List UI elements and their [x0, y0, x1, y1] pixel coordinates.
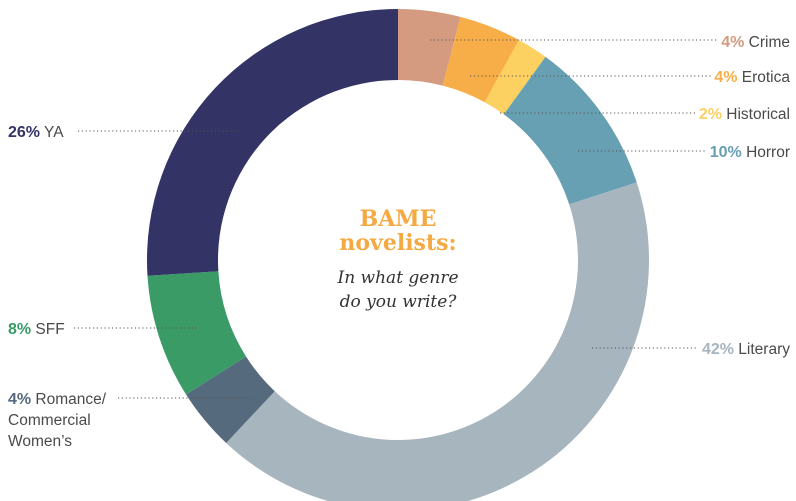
label-name: Commercial: [8, 412, 91, 429]
label-romance-commercial-women-s: 4% Romance/Commercial Women’s: [8, 391, 107, 450]
label-value: 2%: [699, 106, 722, 123]
label-name: Horror: [742, 144, 790, 161]
label-value: 26%: [8, 124, 40, 141]
label-name: YA: [40, 124, 64, 141]
slice-sff: [147, 271, 247, 395]
slice-horror: [503, 56, 637, 205]
label-name: Romance/: [31, 391, 107, 408]
label-ya: 26% YA: [8, 124, 64, 141]
label-value: 8%: [8, 321, 31, 338]
label-value: 42%: [702, 341, 734, 358]
label-name: SFF: [31, 321, 65, 338]
label-name: Historical: [722, 106, 790, 123]
label-historical: 2% Historical: [699, 106, 790, 123]
leader-lines-group: [74, 39, 718, 399]
label-name: Women’s: [8, 433, 72, 450]
label-name: Crime: [744, 34, 790, 51]
label-sff: 8% SFF: [8, 321, 65, 338]
slices-group: [147, 9, 649, 501]
center-subtitle-line-1: In what genre: [336, 268, 458, 288]
slice-crime: [398, 9, 461, 86]
center-title-line-2: novelists:: [339, 230, 456, 256]
slice-historical: [484, 40, 546, 115]
label-crime: 4% Crime: [721, 34, 790, 51]
center-text: BAME novelists: In what genre do you wri…: [336, 206, 458, 312]
label-value: 10%: [710, 144, 742, 161]
label-horror: 10% Horror: [710, 144, 790, 161]
center-subtitle-line-2: do you write?: [340, 292, 458, 312]
label-literary: 42% Literary: [702, 341, 790, 358]
label-name: Erotica: [737, 69, 790, 86]
center-title-line-1: BAME: [360, 206, 437, 232]
slice-romance-commercial-women-s: [186, 356, 275, 443]
slice-ya: [147, 9, 398, 276]
label-value: 4%: [714, 69, 737, 86]
slice-literary: [226, 182, 649, 501]
label-name: Literary: [734, 341, 790, 358]
label-erotica: 4% Erotica: [714, 69, 790, 86]
label-value: 4%: [721, 34, 744, 51]
label-value: 4%: [8, 391, 31, 408]
slice-erotica: [442, 16, 519, 103]
